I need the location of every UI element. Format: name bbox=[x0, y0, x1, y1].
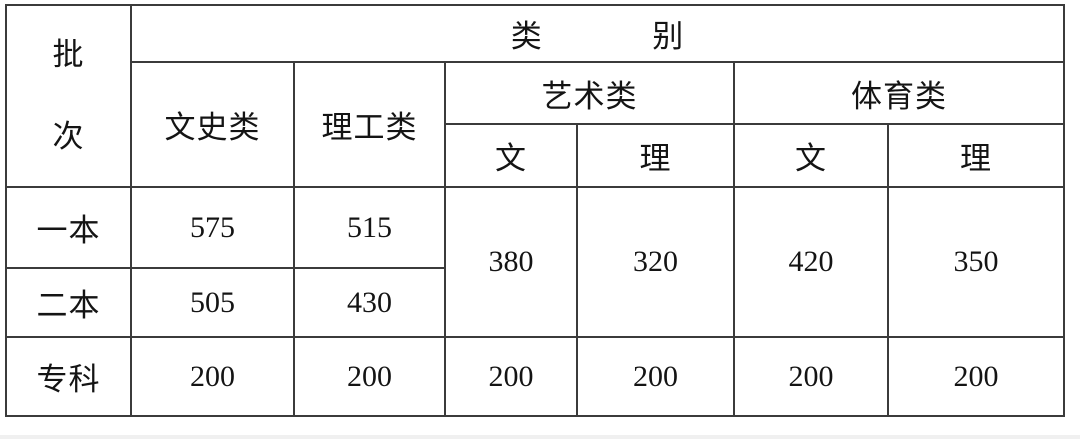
header-yishu: 艺术类 bbox=[444, 61, 735, 125]
cell-zhuanke-yishu-wen: 200 bbox=[444, 336, 578, 417]
cell-zhuanke-wenshi: 200 bbox=[130, 336, 295, 417]
batch-header-line2: 次 bbox=[52, 119, 85, 154]
header-row-category: 批 次 类 别 bbox=[5, 4, 1065, 188]
header-row-subjects: 文 理 文 理 bbox=[6, 123, 1065, 188]
subheader-yishu-wen: 文 bbox=[444, 123, 578, 188]
header-tiyu: 体育类 bbox=[733, 61, 1065, 125]
image-bottom-edge bbox=[0, 435, 1080, 439]
table-row-yiben: 一本 575 515 380 320 420 350 bbox=[5, 186, 1065, 338]
category-header-cell: 类 别 bbox=[130, 4, 1065, 63]
table-row-zhuanke: 专科 200 200 200 200 200 200 bbox=[5, 336, 1065, 417]
cell-merged-tiyu-wen: 420 bbox=[733, 186, 889, 338]
admission-score-table: 批 次 类 别 文史类 理工类 艺术类 体育类 文 理 文 理 一本 575 5… bbox=[5, 4, 1065, 417]
subheader-tiyu-li: 理 bbox=[887, 123, 1065, 188]
table-row-erben: 二本 505 430 bbox=[5, 267, 1064, 338]
header-ligong: 理工类 bbox=[293, 61, 446, 188]
batch-header-line1: 批 bbox=[52, 37, 85, 73]
cell-zhuanke-tiyu-wen: 200 bbox=[733, 336, 889, 417]
batch-header-cell: 批 次 bbox=[5, 4, 132, 188]
cell-zhuanke-tiyu-li: 200 bbox=[887, 336, 1065, 417]
cell-zhuanke-yishu-li: 200 bbox=[576, 336, 735, 417]
row-label-yiben: 一本 bbox=[5, 186, 132, 269]
cell-erben-wenshi: 505 bbox=[130, 267, 295, 338]
cell-erben-ligong: 430 bbox=[293, 267, 446, 338]
cell-merged-tiyu-li: 350 bbox=[887, 186, 1065, 338]
header-wenshi: 文史类 bbox=[130, 61, 295, 188]
subheader-tiyu-wen: 文 bbox=[733, 123, 889, 188]
subheader-yishu-li: 理 bbox=[576, 123, 735, 188]
header-row-groups: 文史类 理工类 艺术类 体育类 bbox=[6, 61, 1065, 188]
row-label-zhuanke: 专科 bbox=[5, 336, 132, 417]
cell-zhuanke-ligong: 200 bbox=[293, 336, 446, 417]
cell-merged-yishu-li: 320 bbox=[576, 186, 735, 338]
cell-merged-yishu-wen: 380 bbox=[444, 186, 578, 338]
cell-yiben-ligong: 515 bbox=[293, 186, 446, 269]
row-label-erben: 二本 bbox=[5, 267, 132, 338]
cell-yiben-wenshi: 575 bbox=[130, 186, 295, 269]
